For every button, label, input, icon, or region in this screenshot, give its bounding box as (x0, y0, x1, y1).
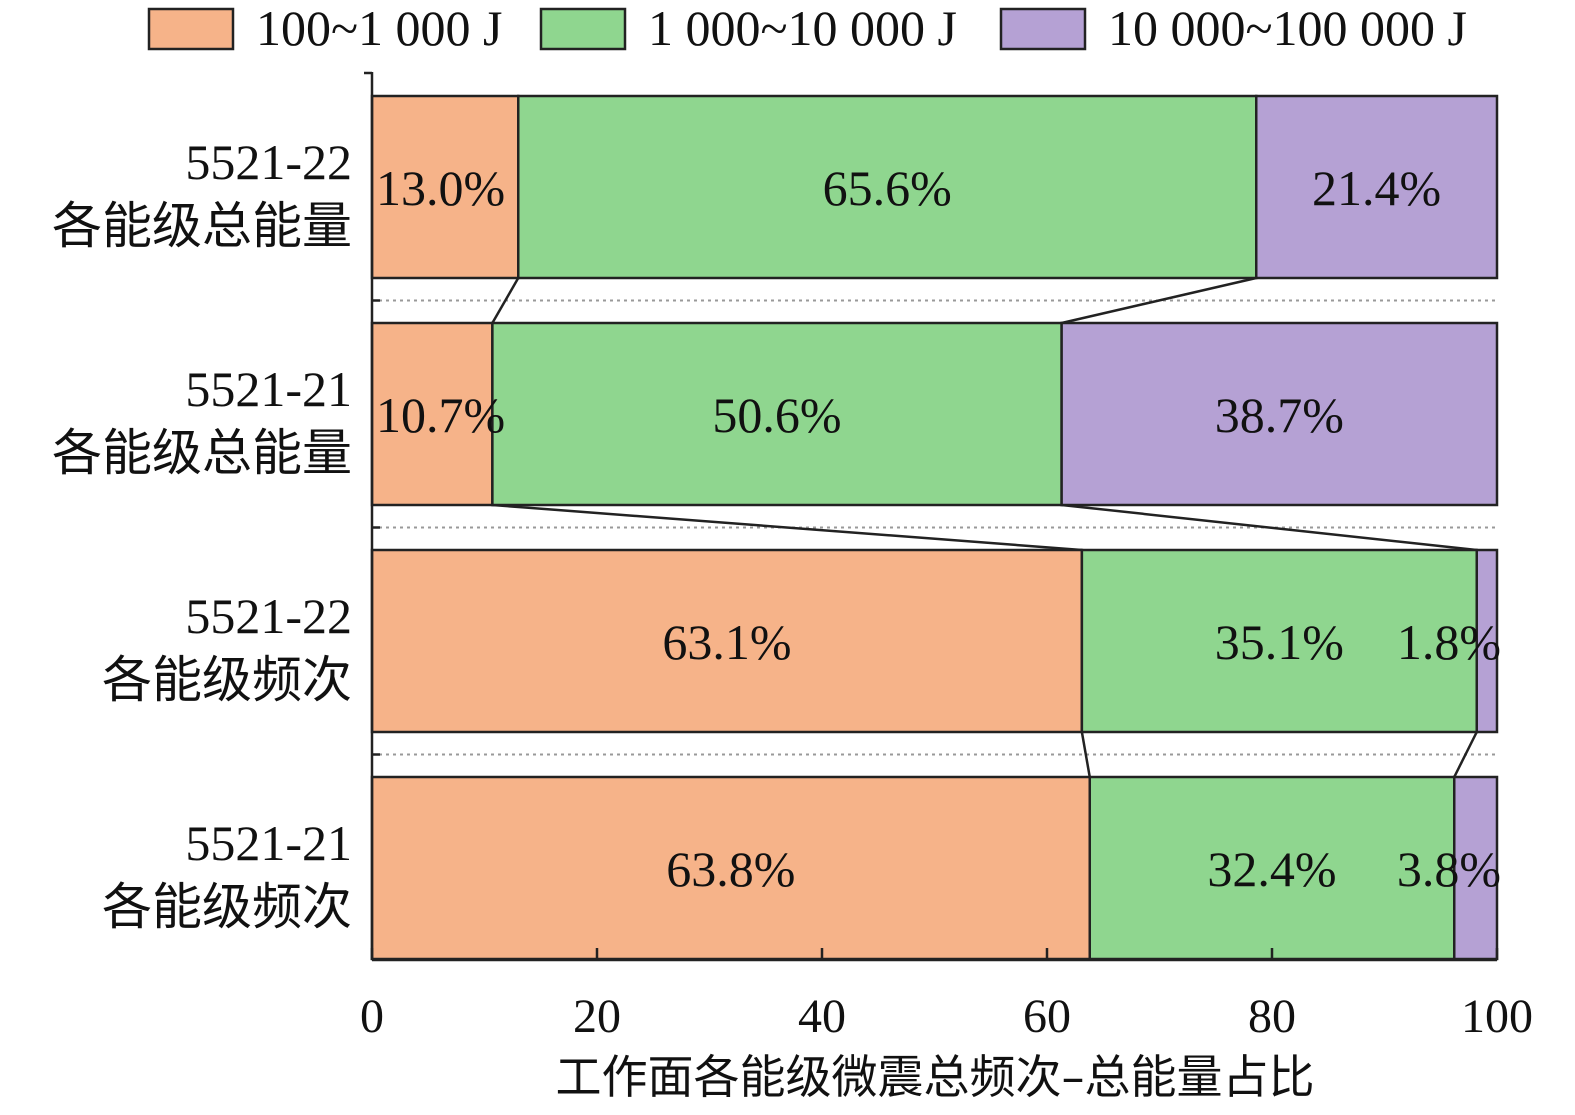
data-label: 63.1% (662, 614, 791, 670)
data-label: 35.1% (1215, 614, 1344, 670)
data-label: 32.4% (1207, 841, 1336, 897)
bars (370, 94, 1499, 961)
bar-segment (1475, 548, 1499, 734)
x-tick-label: 40 (798, 990, 846, 1043)
category-label-line2: 各能级总能量 (52, 424, 352, 482)
x-tick-label: 80 (1248, 990, 1296, 1043)
x-tick-label: 20 (573, 990, 621, 1043)
legend-swatch (999, 7, 1087, 51)
bar-segment (370, 775, 1091, 961)
bar-segment (1060, 321, 1499, 507)
data-labels: 13.0% 65.6% 21.4% 10.7% 50.6% 38.7% 63.1% 35.1%… (376, 160, 1501, 897)
data-label: 10.7% (376, 387, 505, 443)
data-label: 13.0% (376, 160, 505, 216)
data-label: 38.7% (1215, 387, 1344, 443)
data-label: 50.6% (712, 387, 841, 443)
legend-swatch (539, 7, 627, 51)
legend-label: 100~1 000 J (256, 0, 503, 56)
data-label: 63.8% (666, 841, 795, 897)
connector-line (492, 503, 1082, 552)
connector-lines (491, 276, 1478, 778)
legend-label: 1 000~10 000 J (648, 0, 957, 56)
x-tick-label: 0 (360, 990, 384, 1043)
connector-line (1453, 731, 1478, 778)
row-separators (372, 299, 1497, 756)
bar-segment (1453, 775, 1499, 961)
legend: 100~1 000 J 1 000~10 000 J 10 000~100 000 … (147, 0, 1467, 56)
bar-segment (1088, 775, 1456, 961)
category-label-line1: 5521-21 (185, 815, 352, 871)
connector-line (1061, 503, 1477, 552)
connector-line (1080, 731, 1091, 778)
category-label-line2: 各能级频次 (102, 878, 352, 936)
data-label: 21.4% (1312, 160, 1441, 216)
category-label-line1: 5521-22 (185, 588, 352, 644)
category-label-line1: 5521-21 (185, 361, 352, 417)
category-label-line2: 各能级频次 (102, 651, 352, 709)
data-label: 3.8% (1397, 841, 1501, 897)
bar-segment (517, 94, 1258, 280)
data-label: 1.8% (1397, 614, 1501, 670)
bar-segment (1080, 548, 1478, 734)
x-tick-label: 100 (1461, 990, 1533, 1043)
category-label-line1: 5521-22 (185, 134, 352, 190)
bar-segment (370, 548, 1084, 734)
bar-segment (491, 321, 1063, 507)
bar-segment (1255, 94, 1499, 280)
x-axis-title: 工作面各能级微震总频次–总能量占比 (556, 1050, 1315, 1104)
data-label: 65.6% (823, 160, 952, 216)
x-tick-label: 60 (1023, 990, 1071, 1043)
legend-label: 10 000~100 000 J (1108, 0, 1467, 56)
axes: 0 20 40 60 80 100 工作面各能级微震总频次–总能量占比 5521-22 各能级总… (52, 71, 1533, 1104)
connector-line (491, 277, 520, 324)
legend-swatch (147, 7, 235, 51)
category-label-line2: 各能级总能量 (52, 197, 352, 255)
connector-line (1061, 276, 1257, 325)
